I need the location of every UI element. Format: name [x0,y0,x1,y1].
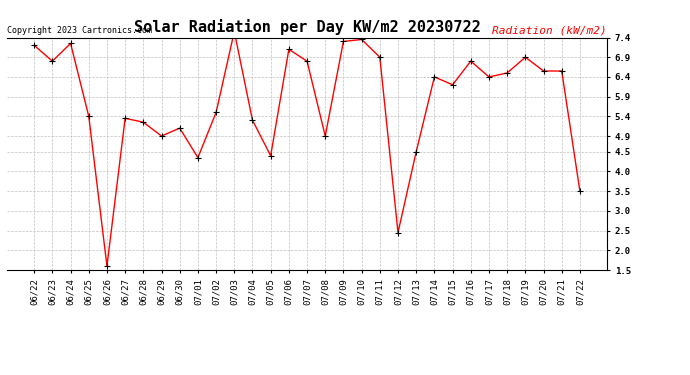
Text: Copyright 2023 Cartronics.com: Copyright 2023 Cartronics.com [7,26,152,35]
Title: Solar Radiation per Day KW/m2 20230722: Solar Radiation per Day KW/m2 20230722 [134,19,480,35]
Text: Radiation (kW/m2): Radiation (kW/m2) [493,25,607,35]
